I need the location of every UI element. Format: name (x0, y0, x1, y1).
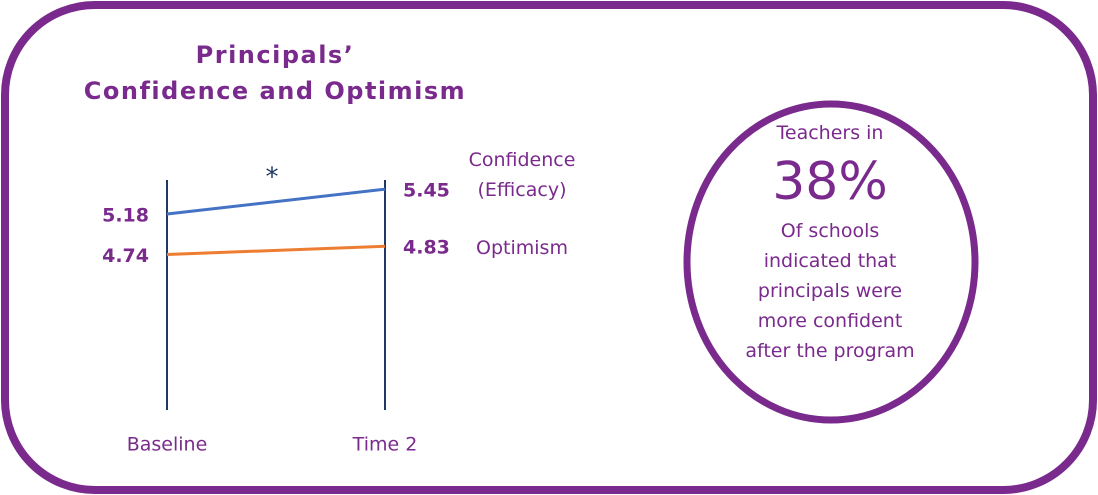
legend-entry: Confidence (Efficacy) (468, 149, 576, 202)
series-line (166, 187, 386, 216)
callout-text: principals were (757, 280, 903, 302)
x-tick-label: Baseline (127, 434, 208, 456)
value-label: 4.74 (102, 245, 149, 267)
value-label: 5.18 (102, 205, 149, 227)
x-tick-label: Time 2 (352, 434, 418, 456)
callout-text: Of schools (780, 220, 880, 242)
callout-intro: Teachers in (776, 122, 884, 144)
annotation: * (266, 163, 279, 193)
value-label: 5.45 (403, 180, 450, 202)
callout-text: after the program (745, 340, 915, 362)
callout-circle (683, 100, 979, 424)
callout-text: indicated that (763, 250, 897, 272)
legend-entry: Optimism (476, 237, 568, 260)
chart-title: Principals’ (196, 41, 355, 69)
series-line (166, 244, 386, 257)
value-label: 4.83 (403, 237, 450, 259)
callout-stat: 38% (772, 152, 888, 212)
chart-title: Confidence and Optimism (84, 77, 466, 105)
callout-text: more confident (757, 310, 903, 332)
callout: Teachers in 38% Of schools indicated that… (700, 118, 960, 366)
